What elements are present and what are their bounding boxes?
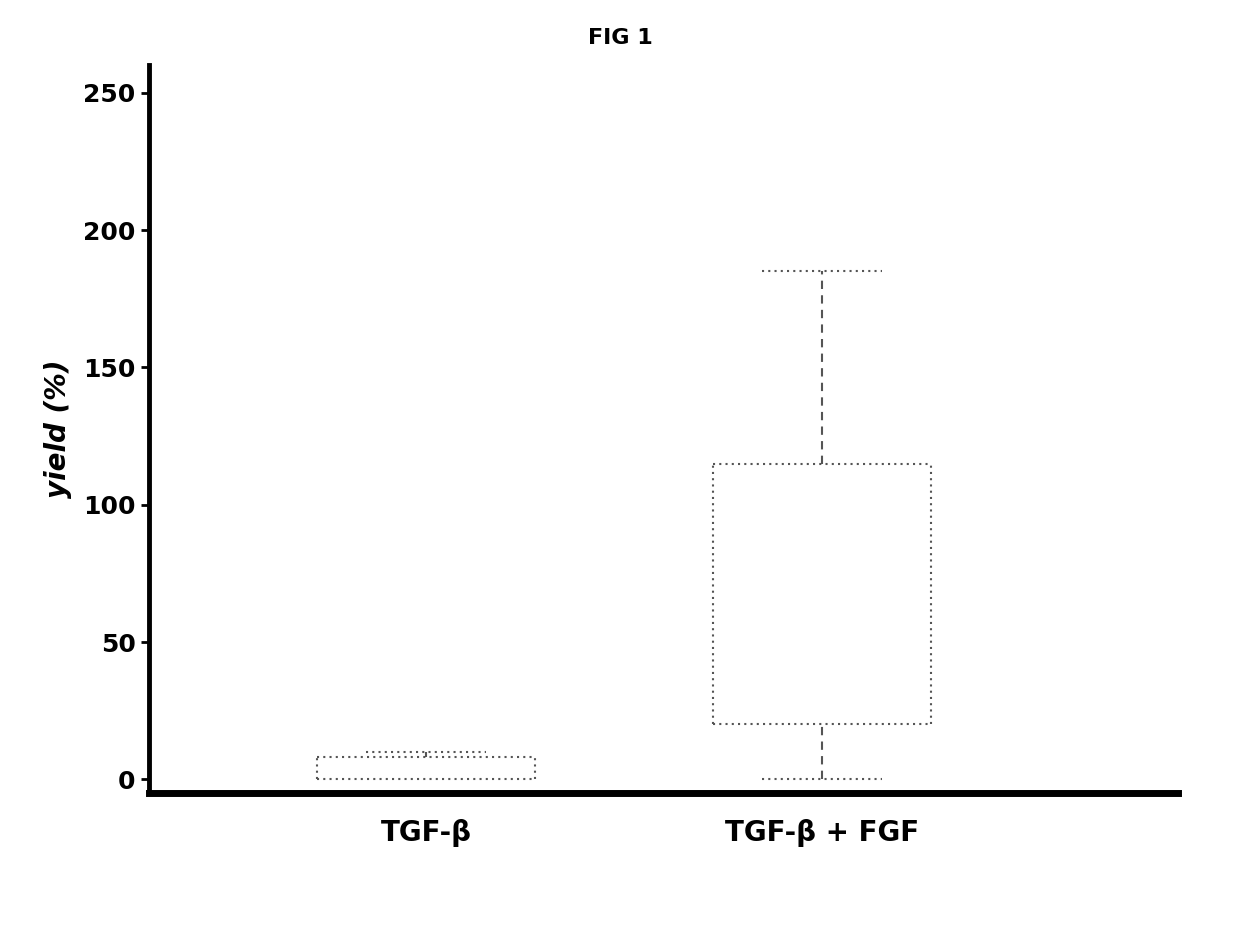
- Y-axis label: yield (%): yield (%): [43, 360, 72, 498]
- Text: FIG 1: FIG 1: [588, 28, 652, 48]
